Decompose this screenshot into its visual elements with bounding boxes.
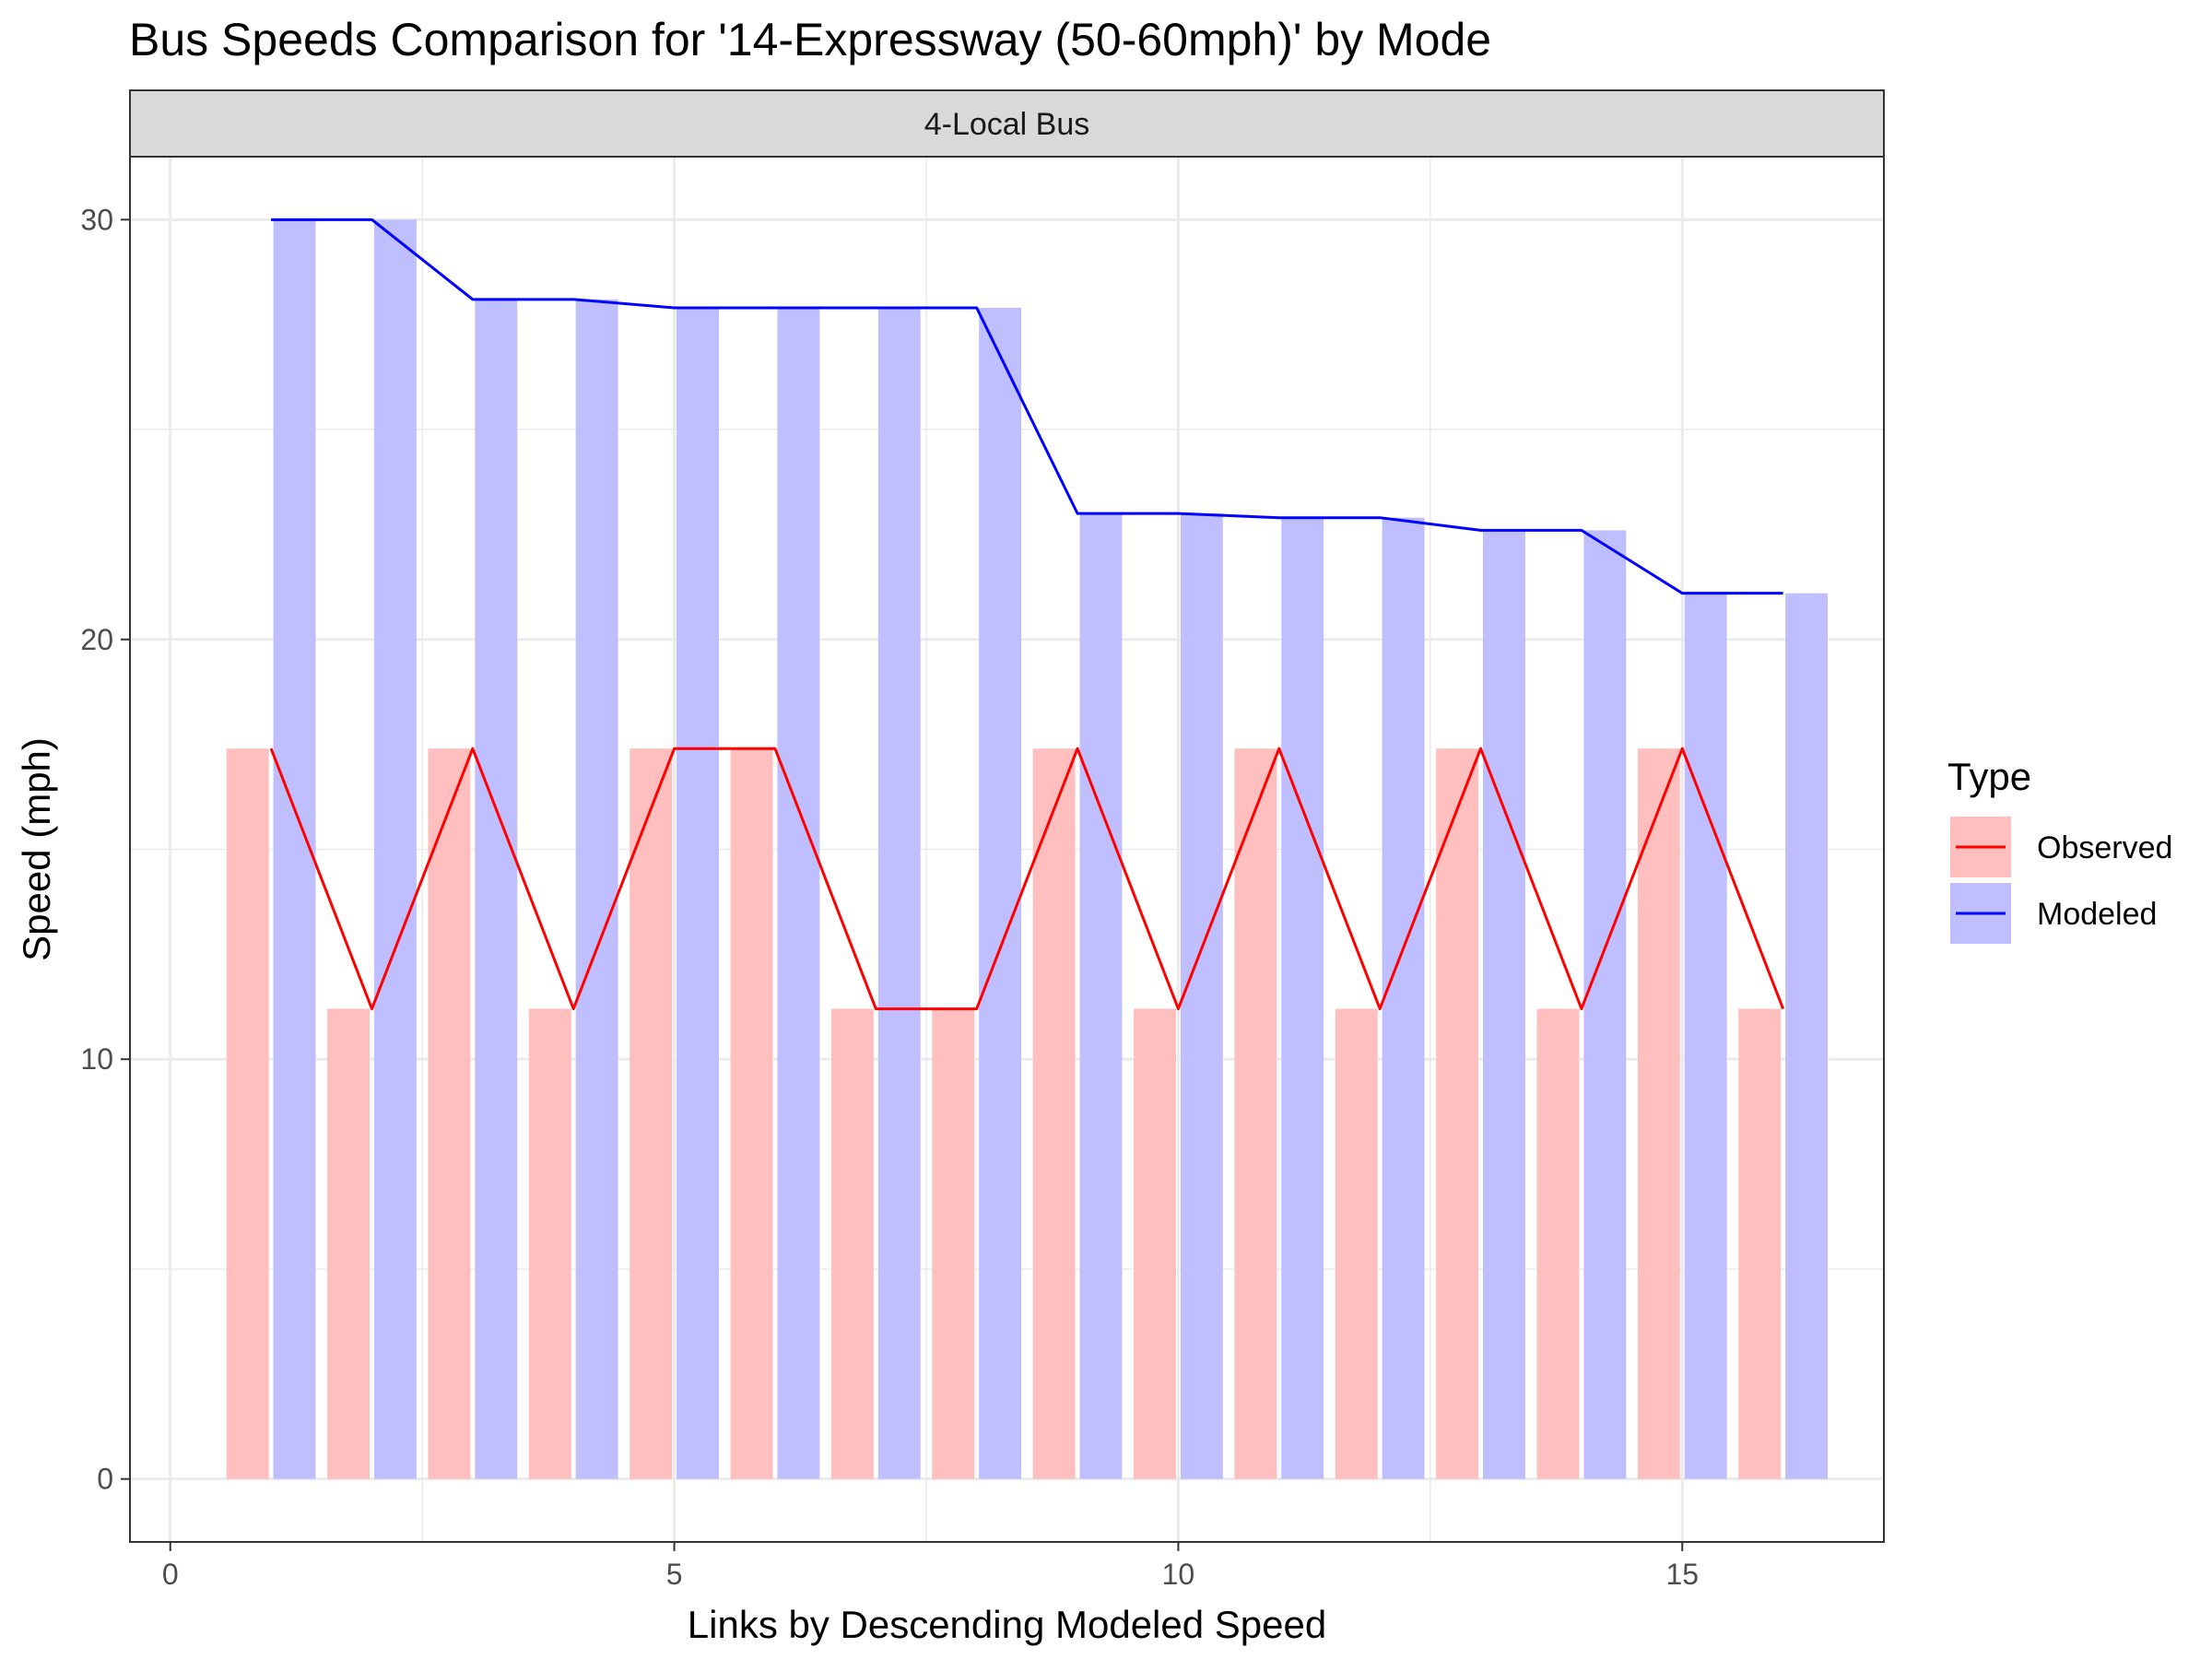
bar-observed (629, 748, 673, 1479)
bar-modeled (1382, 517, 1425, 1479)
bar-observed (1738, 1008, 1782, 1479)
bar-observed (932, 1008, 975, 1479)
bar-modeled (1583, 530, 1627, 1479)
bar-observed (428, 748, 471, 1479)
x-tick-label: 15 (1665, 1558, 1699, 1591)
x-tick-label: 10 (1162, 1558, 1195, 1591)
bar-observed (1032, 748, 1076, 1479)
legend: Type Observed Modeled (1947, 755, 2172, 944)
legend-label-modeled: Modeled (2037, 897, 2157, 932)
bar-observed (528, 1008, 571, 1479)
x-axis: 0 5 10 15 (162, 1542, 1699, 1591)
y-tick-label: 20 (80, 623, 113, 656)
y-axis: 0 10 20 30 (80, 203, 130, 1496)
x-tick-label: 0 (162, 1558, 179, 1591)
facet-strip-background (129, 89, 1885, 158)
series-line-modeled (271, 218, 1783, 595)
lines (269, 218, 1785, 1011)
legend-item-modeled: Modeled (1950, 883, 2157, 944)
bar-modeled (575, 299, 618, 1479)
bar-modeled (677, 307, 719, 1479)
bar-modeled (1684, 593, 1727, 1479)
bar-modeled (1079, 513, 1123, 1479)
bar-modeled (1180, 513, 1223, 1479)
legend-title: Type (1947, 755, 2031, 798)
bar-observed (226, 748, 269, 1479)
bar-modeled (979, 307, 1022, 1479)
y-tick-label: 0 (97, 1463, 113, 1496)
bar-modeled (373, 219, 417, 1479)
bar-observed (1436, 748, 1479, 1479)
x-axis-title: Links by Descending Modeled Speed (688, 1603, 1326, 1646)
series-line-observed (269, 747, 1785, 1011)
legend-item-observed: Observed (1950, 817, 2172, 877)
facet-strip: 4-Local Bus (129, 89, 1885, 158)
bar-modeled (777, 307, 820, 1479)
bar-modeled (1281, 517, 1324, 1479)
bar-observed (1637, 748, 1680, 1479)
bar-modeled (1785, 593, 1829, 1479)
bar-modeled (1482, 530, 1525, 1479)
bar-observed (830, 1008, 874, 1479)
plot-border (129, 156, 1885, 1543)
bar-modeled (877, 307, 921, 1479)
legend-label-observed: Observed (2037, 830, 2172, 865)
bar-observed (730, 748, 773, 1479)
bar-observed (1234, 748, 1277, 1479)
y-axis-title: Speed (mph) (15, 737, 58, 961)
bar-observed (327, 1008, 371, 1479)
y-tick-label: 30 (80, 203, 113, 236)
bars (226, 219, 1829, 1479)
x-tick-label: 5 (666, 1558, 683, 1591)
y-tick-label: 10 (80, 1042, 113, 1076)
bar-modeled (475, 299, 518, 1479)
chart-title: Bus Speeds Comparison for '14-Expressway… (129, 14, 1491, 65)
facet-strip-label: 4-Local Bus (924, 107, 1090, 142)
bar-observed (1134, 1008, 1176, 1479)
bar-observed (1536, 1008, 1580, 1479)
bar-observed (1335, 1008, 1378, 1479)
